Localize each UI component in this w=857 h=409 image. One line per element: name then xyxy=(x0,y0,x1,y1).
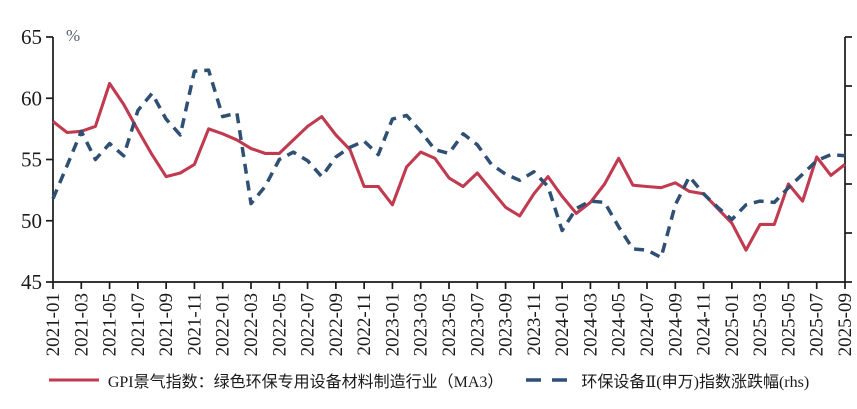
x-tick-label: 2025-03 xyxy=(750,293,771,356)
y-tick-label: 55 xyxy=(21,148,42,172)
x-tick-label: 2021-01 xyxy=(43,293,64,356)
x-tick-label: 2023-11 xyxy=(524,293,545,356)
x-tick-label: 2022-11 xyxy=(354,293,375,356)
x-tick-label: 2021-03 xyxy=(71,293,92,356)
x-tick-label: 2023-05 xyxy=(439,293,460,356)
y-tick-label: 65 xyxy=(21,25,42,49)
x-tick-label: 2023-03 xyxy=(411,293,432,356)
x-tick-label: 2023-01 xyxy=(382,293,403,356)
y-axis-unit-label: % xyxy=(66,26,80,45)
x-tick-label: 2022-07 xyxy=(298,293,319,356)
y-axis-right xyxy=(845,36,852,283)
legend-label-shenwan: 环保设备Ⅱ(申万)指数涨跌幅(rhs) xyxy=(581,374,810,391)
x-tick-label: 2025-09 xyxy=(835,293,856,356)
x-tick-label: 2023-09 xyxy=(496,293,517,356)
x-tick-label: 2021-07 xyxy=(128,293,149,356)
y-tick-label: 50 xyxy=(21,209,42,233)
x-tick-label: 2024-01 xyxy=(552,293,573,356)
legend-item-gpi: GPI景气指数：绿色环保专用设备材料制造行业（MA3） xyxy=(48,368,504,392)
x-tick-label: 2021-05 xyxy=(100,293,121,356)
x-tick-label: 2024-11 xyxy=(694,293,715,356)
gpi-series-line xyxy=(52,81,846,252)
legend-item-shenwan: 环保设备Ⅱ(申万)指数涨跌幅(rhs) xyxy=(525,368,809,392)
legend-label-gpi: GPI景气指数：绿色环保专用设备材料制造行业（MA3） xyxy=(107,374,504,391)
shenwan-dashed-swatch-icon xyxy=(526,378,573,382)
x-tick-label: 2025-07 xyxy=(807,293,828,356)
x-tick-label: 2023-07 xyxy=(467,293,488,356)
x-tick-label: 2024-09 xyxy=(665,293,686,356)
x-tick-label: 2021-09 xyxy=(156,293,177,356)
x-tick-label: 2024-05 xyxy=(609,293,630,356)
y-tick-label: 60 xyxy=(21,86,42,110)
y-axis-left: 45 50 55 60 65 xyxy=(21,25,53,294)
x-tick-label: 2024-07 xyxy=(637,293,658,356)
x-tick-label: 2025-05 xyxy=(778,293,799,356)
y-tick-label: 45 xyxy=(21,270,42,294)
x-tick-label: 2025-01 xyxy=(722,293,743,356)
x-tick-label: 2024-03 xyxy=(580,293,601,356)
x-tick-label: 2022-05 xyxy=(269,293,290,356)
x-axis: 2021-01 2021-03 2021-05 2021-07 2021-09 2021-… xyxy=(43,282,856,356)
x-tick-label: 2022-01 xyxy=(213,293,234,356)
chart-legend: GPI景气指数：绿色环保专用设备材料制造行业（MA3） 环保设备Ⅱ(申万)指数涨… xyxy=(0,362,857,398)
shenwan-series-line xyxy=(51,68,846,260)
x-tick-label: 2022-03 xyxy=(241,293,262,356)
x-tick-label: 2021-11 xyxy=(184,293,205,356)
gpi-line-swatch-icon xyxy=(48,378,99,382)
axes xyxy=(52,37,846,283)
x-tick-label: 2022-09 xyxy=(326,293,347,356)
